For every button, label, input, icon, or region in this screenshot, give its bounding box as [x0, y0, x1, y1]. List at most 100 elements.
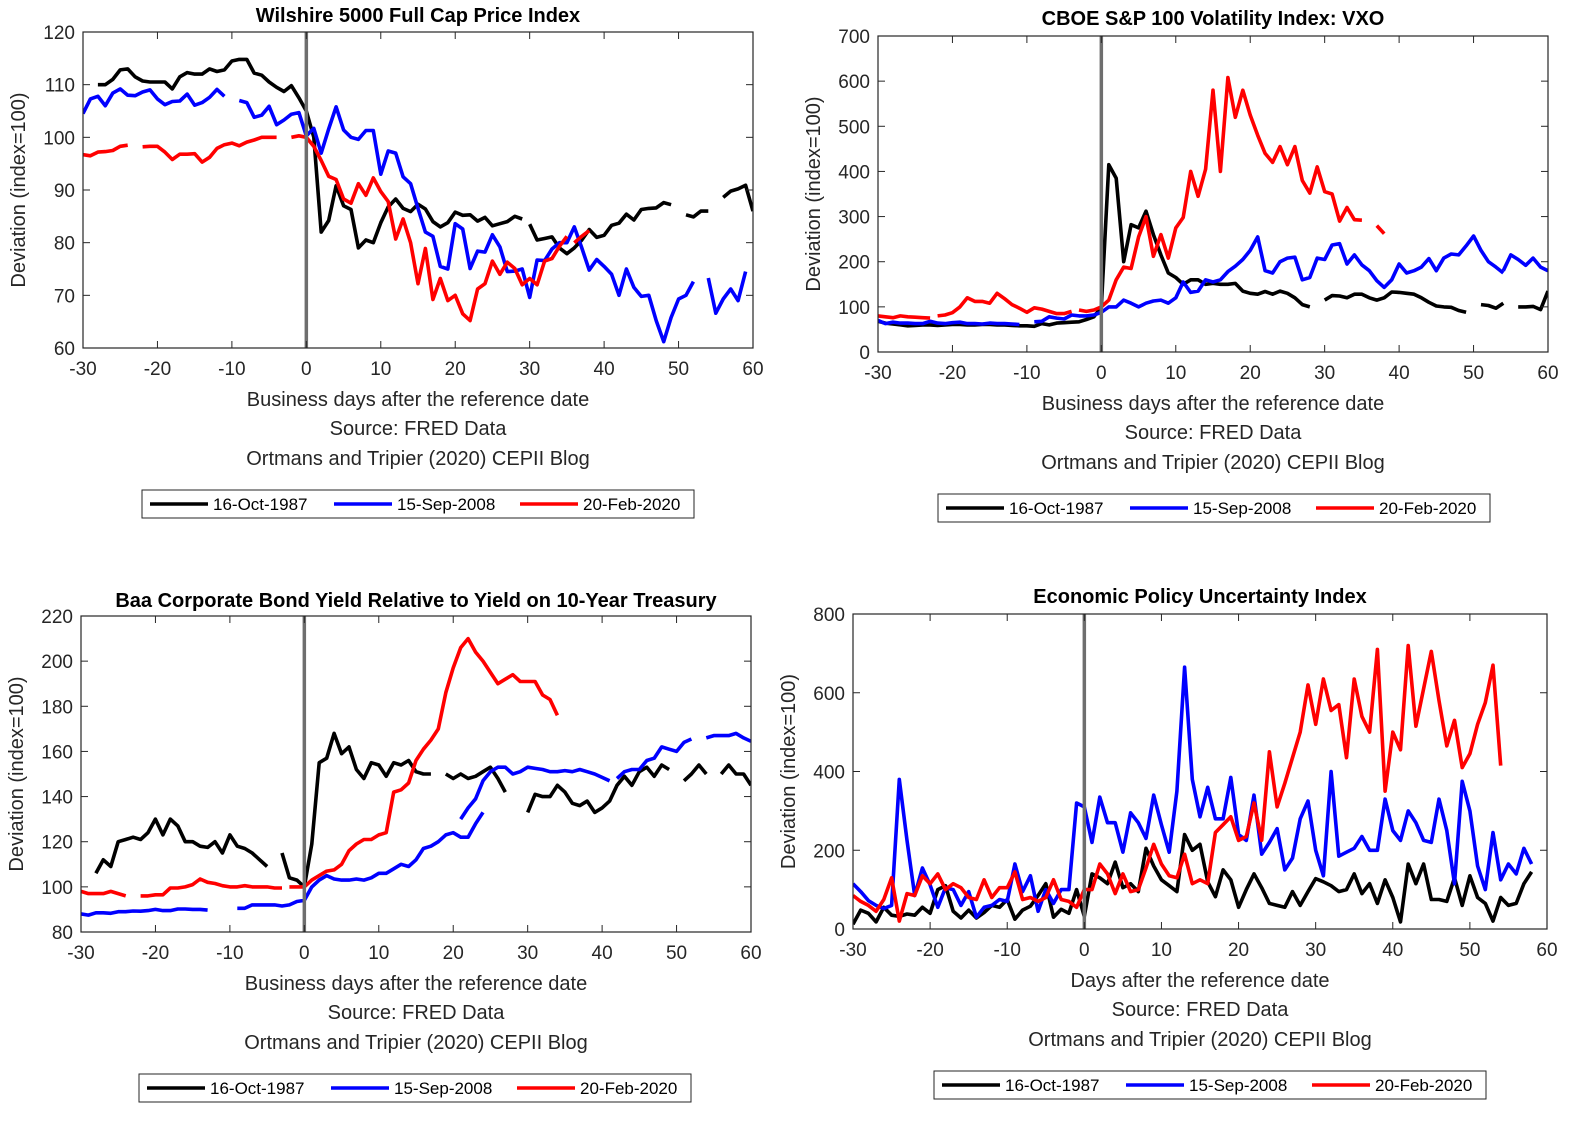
- axes-box: [80, 615, 752, 933]
- x-tick-label: 40: [1389, 363, 1410, 384]
- series-line-segment: [94, 817, 269, 875]
- legend-box: [138, 1073, 692, 1103]
- series-20-feb-2020: [878, 75, 1386, 320]
- y-axis-label: Deviation (index=100): [778, 674, 800, 869]
- axes-box: [877, 35, 1549, 353]
- legend-label-2020: 20-Feb-2020: [583, 495, 680, 514]
- y-axis-label: Deviation (index=100): [6, 676, 28, 871]
- chart-title: CBOE S&P 100 Volatility Index: VXO: [1042, 8, 1385, 30]
- plot-area: -30 -20 -10 0 10 20 30 40 50 60 60 70 80 90 100 110 120: [43, 23, 763, 380]
- x-tick-label: 30: [519, 359, 540, 380]
- legend-label-2020: 20-Feb-2020: [580, 1079, 677, 1098]
- y-tick-label: 200: [41, 652, 73, 673]
- x-axis-label: Business days after the reference date: [245, 973, 587, 995]
- panel-wilshire: Wilshire 5000 Full Cap Price Index Devia…: [8, 5, 764, 519]
- y-tick-label: 200: [838, 253, 870, 274]
- x-tick-label: 50: [668, 359, 689, 380]
- series-20-feb-2020: [83, 134, 591, 323]
- series-line-segment: [706, 271, 748, 316]
- series-line-segment: [1480, 301, 1505, 311]
- series-group: [81, 636, 751, 917]
- y-tick-label: 400: [838, 162, 870, 183]
- credit-note: Ortmans and Tripier (2020) CEPII Blog: [244, 1032, 587, 1054]
- series-line-segment: [1034, 234, 1505, 324]
- x-tick-label: 10: [1165, 363, 1186, 384]
- series-group: [878, 75, 1548, 329]
- y-tick-label: 100: [41, 878, 73, 899]
- legend-box: [141, 489, 695, 519]
- y-tick-label: 400: [813, 763, 845, 784]
- chart-title: Baa Corporate Bond Yield Relative to Yie…: [115, 590, 717, 612]
- series-line-segment: [140, 877, 282, 898]
- series-line-segment: [526, 763, 671, 815]
- y-tick-label: 140: [41, 788, 73, 809]
- plot-area: -30 -20 -10 0 10 20 30 40 50 60 80 100 120 140 160 180 2…: [41, 607, 761, 964]
- legend-label-2008: 15-Sep-2008: [1193, 499, 1291, 518]
- series-line-segment: [878, 314, 931, 320]
- x-tick-label: 20: [445, 359, 466, 380]
- series-line-segment: [97, 57, 523, 250]
- source-note: Source: FRED Data: [1125, 422, 1303, 444]
- source-note: Source: FRED Data: [1112, 999, 1290, 1021]
- y-tick-label: 160: [41, 742, 73, 763]
- y-tick-label: 120: [43, 23, 75, 44]
- series-group: [83, 57, 753, 344]
- y-axis-label: Deviation (index=100): [803, 96, 825, 291]
- series-line-segment: [937, 291, 1073, 318]
- chart-title: Wilshire 5000 Full Cap Price Index: [256, 5, 580, 27]
- series-line-segment: [682, 763, 708, 783]
- series-line-segment: [1518, 290, 1548, 312]
- series-line-segment: [83, 143, 128, 158]
- series-line-segment: [237, 811, 485, 911]
- legend-label-1987: 16-Oct-1987: [213, 495, 308, 514]
- series-line-segment: [289, 636, 560, 889]
- x-tick-label: 40: [1382, 940, 1403, 961]
- x-tick-label: -20: [144, 359, 171, 380]
- x-tick-label: -10: [993, 940, 1020, 961]
- legend-label-1987: 16-Oct-1987: [1009, 499, 1104, 518]
- x-tick-label: -30: [69, 359, 96, 380]
- series-16-oct-1987: [97, 57, 753, 256]
- series-line-segment: [83, 87, 226, 115]
- x-tick-label: -10: [216, 943, 243, 964]
- series-line-segment: [719, 763, 751, 787]
- series-20-feb-2020: [81, 636, 560, 898]
- x-tick-label: 10: [370, 359, 391, 380]
- legend: 16-Oct-1987 15-Sep-2008 20-Feb-2020: [138, 1073, 692, 1103]
- y-tick-label: 60: [54, 339, 75, 360]
- series-line-segment: [81, 907, 208, 917]
- series-15-sep-2008: [81, 731, 751, 917]
- x-tick-label: -20: [142, 943, 169, 964]
- source-note: Source: FRED Data: [330, 418, 508, 440]
- x-tick-label: 60: [1536, 940, 1557, 961]
- legend-box: [933, 1070, 1487, 1100]
- x-tick-label: -10: [218, 359, 245, 380]
- series-line-segment: [1501, 253, 1548, 273]
- y-tick-label: 220: [41, 607, 73, 628]
- legend-label-2008: 15-Sep-2008: [1189, 1076, 1287, 1095]
- series-line-segment: [142, 135, 277, 164]
- source-note: Source: FRED Data: [328, 1002, 506, 1024]
- chart-title: Economic Policy Uncertainty Index: [1033, 586, 1366, 608]
- x-tick-label: 40: [592, 943, 613, 964]
- x-tick-label: 30: [517, 943, 538, 964]
- x-tick-label: 30: [1314, 363, 1335, 384]
- series-line-segment: [615, 737, 693, 780]
- series-15-sep-2008: [83, 87, 748, 344]
- series-line-segment: [291, 134, 569, 323]
- legend-label-2008: 15-Sep-2008: [397, 495, 495, 514]
- credit-note: Ortmans and Tripier (2020) CEPII Blog: [1028, 1029, 1371, 1051]
- x-tick-label: 10: [368, 943, 389, 964]
- legend-box: [937, 493, 1491, 523]
- series-line-segment: [280, 731, 431, 889]
- x-tick-label: 50: [666, 943, 687, 964]
- series-16-oct-1987: [853, 832, 1534, 926]
- series-line-segment: [878, 318, 1020, 327]
- series-line-segment: [705, 731, 751, 743]
- x-tick-label: 0: [301, 359, 312, 380]
- y-tick-label: 200: [813, 841, 845, 862]
- series-line-segment: [853, 643, 1503, 923]
- x-tick-label: 30: [1305, 940, 1326, 961]
- series-group: [853, 643, 1534, 926]
